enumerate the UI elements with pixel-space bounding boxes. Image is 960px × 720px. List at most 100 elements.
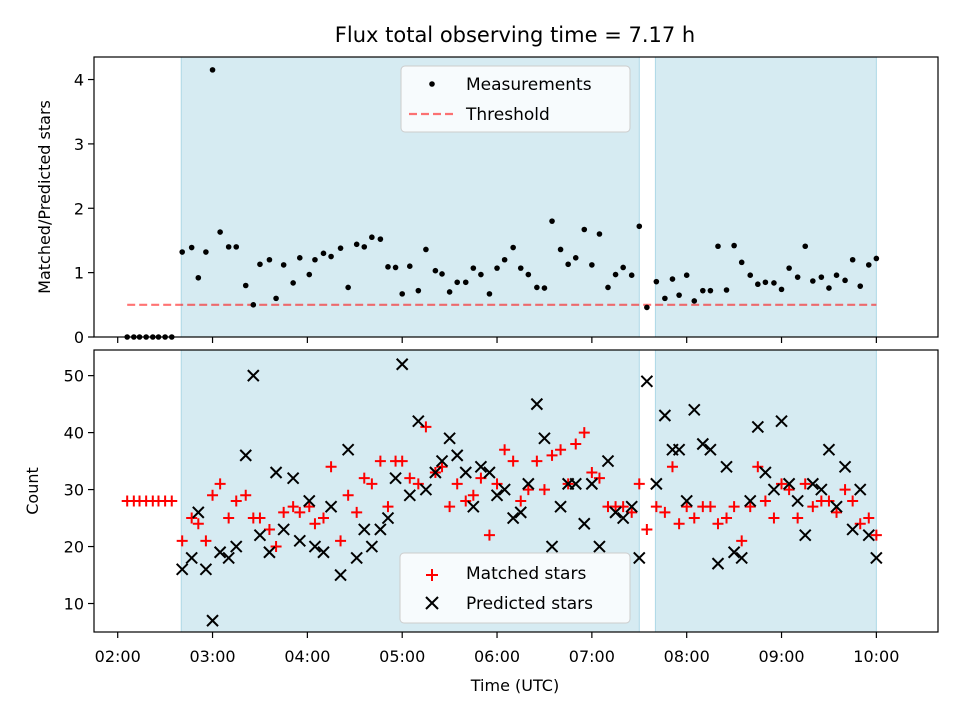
predicted-star-marker	[514, 506, 527, 519]
matched-star-marker	[736, 535, 748, 547]
predicted-star-marker	[213, 546, 227, 559]
matched-star-marker	[721, 512, 733, 524]
matched-star-marker	[342, 489, 354, 501]
measurement-point	[290, 280, 296, 286]
measurement-point	[415, 287, 422, 294]
predicted-star-marker	[744, 494, 757, 508]
predicted-star-marker	[293, 534, 306, 548]
predicted-star-marker	[767, 483, 781, 496]
matched-star-marker	[436, 461, 448, 473]
matched-star-marker	[483, 529, 495, 541]
measurement-point	[399, 291, 406, 297]
measurement-point	[849, 256, 856, 263]
measurement-point	[691, 298, 698, 304]
matched-star-marker	[351, 506, 363, 518]
matched-star-marker	[578, 427, 590, 439]
matched-star-marker	[263, 523, 275, 535]
matched-star-marker	[366, 478, 378, 490]
measurement-point	[423, 246, 429, 253]
predicted-star-marker	[483, 466, 496, 479]
matched-star-marker	[176, 535, 188, 547]
predicted-star-marker	[429, 466, 442, 479]
predicted-star-marker	[263, 546, 276, 559]
matched-star-marker	[335, 535, 347, 547]
measurement-point	[345, 284, 351, 291]
predicted-star-marker	[658, 409, 672, 422]
matched-star-marker	[515, 495, 527, 507]
measurement-point	[541, 285, 548, 291]
predicted-star-marker	[389, 471, 402, 485]
predicted-star-marker	[199, 563, 213, 576]
observing-window	[654, 349, 877, 633]
predicted-star-marker	[253, 528, 267, 542]
measurement-point	[662, 295, 668, 302]
count-y-axis: 10 20 30 40 50	[64, 367, 94, 614]
predicted-star-marker	[569, 477, 582, 491]
measurement-point	[312, 256, 318, 263]
count-y-axis-label: Count	[23, 467, 42, 515]
predicted-star-marker	[192, 506, 205, 519]
measurement-point	[353, 241, 360, 248]
matched-star-marker	[358, 472, 370, 484]
matched-star-marker	[870, 529, 882, 541]
measurement-point	[446, 289, 453, 295]
count-y-tick-label: 50	[64, 367, 84, 386]
matched-star-marker	[287, 501, 299, 513]
matched-star-marker	[688, 512, 700, 524]
time-x-tick-label: 09:00	[758, 647, 804, 666]
measurement-point	[842, 277, 848, 284]
predicted-star-marker	[277, 523, 290, 536]
measurement-point	[225, 244, 232, 250]
measurement-point	[669, 276, 676, 282]
measurement-point	[786, 265, 792, 271]
matched-star-marker	[768, 512, 780, 524]
predicted-star-marker	[230, 540, 243, 553]
matched-star-marker	[712, 518, 724, 530]
predicted-star-marker	[206, 614, 219, 627]
matched-star-marker	[593, 472, 605, 484]
predicted-star-marker	[751, 420, 765, 434]
measurement-point	[833, 272, 840, 279]
predicted-star-marker	[365, 540, 379, 553]
legend-measurement-marker	[429, 81, 435, 87]
matched-star-marker	[382, 501, 394, 513]
matched-star-marker	[659, 506, 671, 518]
count-y-tick-label: 20	[64, 538, 84, 557]
predicted-star-marker	[303, 494, 316, 508]
ratio-legend-box	[400, 65, 631, 133]
ratio-x-ticks	[117, 337, 877, 343]
predicted-star-marker	[554, 500, 567, 513]
predicted-star-marker	[324, 500, 338, 513]
matched-star-marker	[166, 495, 178, 507]
time-x-tick-label: 08:00	[664, 647, 710, 666]
measurement-point	[857, 283, 864, 289]
count-y-tick-label: 40	[64, 424, 84, 443]
predicted-star-marker	[459, 466, 472, 479]
matched-star-marker	[404, 472, 416, 484]
measurement-point	[525, 271, 532, 278]
matched-star-marker	[207, 489, 219, 501]
ratio-y-tick-label: 3	[74, 135, 84, 154]
predicted-star-marker	[593, 540, 606, 553]
measurement-point	[478, 271, 484, 278]
measurement-point	[369, 234, 375, 241]
predicted-star-marker	[334, 568, 347, 582]
matched-star-marker	[214, 478, 226, 490]
predicted-star-marker	[759, 466, 772, 479]
figure-title: Flux total observing time = 7.17 h	[335, 23, 695, 47]
measurement-point	[731, 242, 737, 249]
measurement-point	[462, 279, 469, 286]
measurement-point	[470, 265, 477, 271]
predicted-star-marker	[704, 443, 717, 456]
measurement-point	[865, 262, 872, 268]
predicted-star-marker	[735, 551, 748, 565]
legend-predicted-label: Predicted stars	[466, 594, 593, 614]
matched-star-marker	[294, 506, 306, 518]
measurement-point	[257, 261, 263, 268]
predicted-star-marker	[522, 477, 535, 491]
ratio-y-tick-label: 0	[74, 328, 84, 347]
predicted-star-marker	[815, 483, 828, 496]
measurement-point	[242, 282, 249, 289]
time-x-tick-label: 07:00	[569, 647, 615, 666]
